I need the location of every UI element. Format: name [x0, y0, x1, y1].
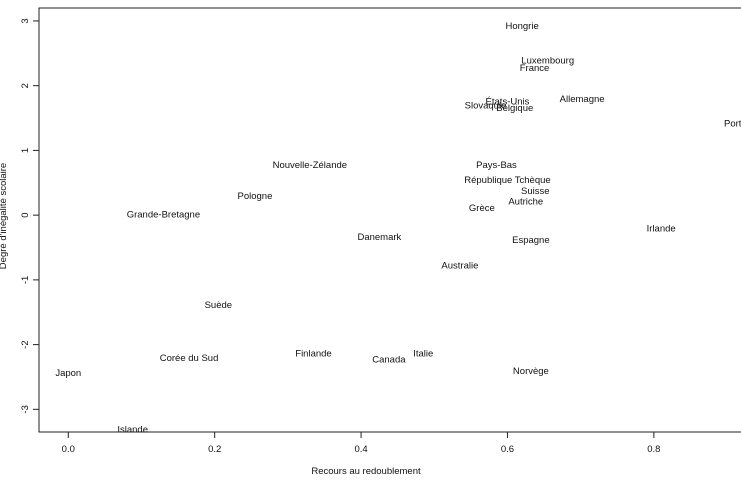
point-label: Pologne: [237, 191, 272, 202]
point-label: Autriche: [508, 196, 543, 207]
point-label: Finlande: [295, 349, 331, 360]
y-axis-label: Degré d'inégalité scolaire: [0, 163, 9, 269]
y-tick-label: -2: [20, 340, 31, 348]
point-label: Espagne: [512, 235, 550, 246]
point-label: Pays-Bas: [476, 160, 517, 171]
point-label: Belgique: [496, 103, 533, 114]
point-label: Norvège: [513, 366, 549, 377]
point-label: États-Unis: [486, 97, 530, 108]
point-label: Luxembourg: [521, 55, 574, 66]
point-label: Danemark: [357, 232, 401, 243]
point-label: Corée du Sud: [160, 353, 219, 364]
point-label: Hongrie: [505, 21, 538, 32]
y-tick-label: -1: [20, 276, 31, 284]
y-tick-label: 1: [20, 148, 31, 153]
point-label: Grèce: [469, 203, 495, 214]
point-label: Nouvelle-Zélande: [273, 160, 347, 171]
point-label: République Tchèque: [464, 175, 550, 186]
y-tick-label: 3: [20, 18, 31, 23]
point-label: Suède: [205, 300, 232, 311]
x-tick-label: 0.4: [354, 444, 367, 455]
point-label: Japon: [55, 368, 81, 379]
x-tick-label: 0.0: [62, 444, 75, 455]
point-label: Suisse: [521, 186, 550, 197]
point-label: Allemagne: [560, 94, 605, 105]
y-tick-label: 2: [20, 83, 31, 88]
point-label: Islande: [117, 424, 148, 435]
x-axis-label: Recours au redoublement: [311, 466, 421, 477]
axes-frame: [38, 7, 741, 433]
x-axis-ticks: 0.0 0.2 0.4 0.6 0.8: [62, 432, 660, 455]
y-tick-label: -3: [20, 405, 31, 413]
point-label: France: [520, 63, 550, 74]
point-label: Slovaquie: [465, 101, 507, 112]
point-label: Australie: [441, 260, 478, 271]
y-axis-ticks: -3 -2 -1 0 1 2 3: [20, 18, 39, 414]
y-tick-label: 0: [20, 212, 31, 217]
x-tick-label: 0.8: [647, 444, 660, 455]
point-label: Grande-Bretagne: [127, 209, 200, 220]
point-label: Portugal: [724, 119, 741, 130]
x-tick-label: 0.2: [208, 444, 221, 455]
point-label: Italie: [413, 349, 433, 360]
point-label: Canada: [372, 354, 406, 365]
x-tick-label: 0.6: [501, 444, 514, 455]
point-label: Irlande: [647, 224, 676, 235]
plot-frame: [38, 7, 741, 433]
